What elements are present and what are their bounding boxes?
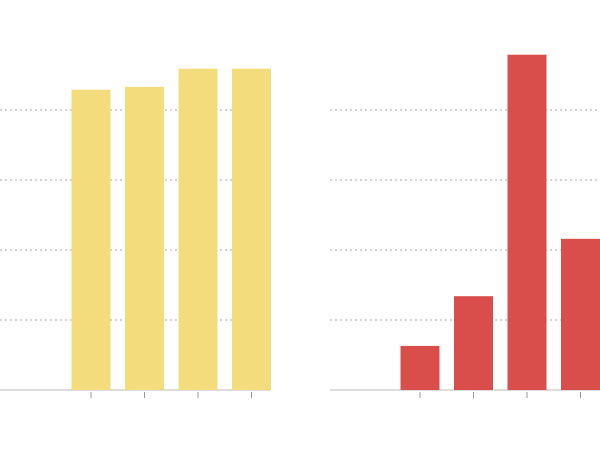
bar bbox=[178, 68, 218, 390]
bar bbox=[507, 54, 547, 390]
bar bbox=[561, 238, 600, 390]
bar bbox=[400, 345, 440, 390]
bar bbox=[232, 68, 271, 390]
bar bbox=[125, 86, 164, 391]
bar bbox=[454, 296, 493, 390]
bar bbox=[71, 89, 111, 390]
